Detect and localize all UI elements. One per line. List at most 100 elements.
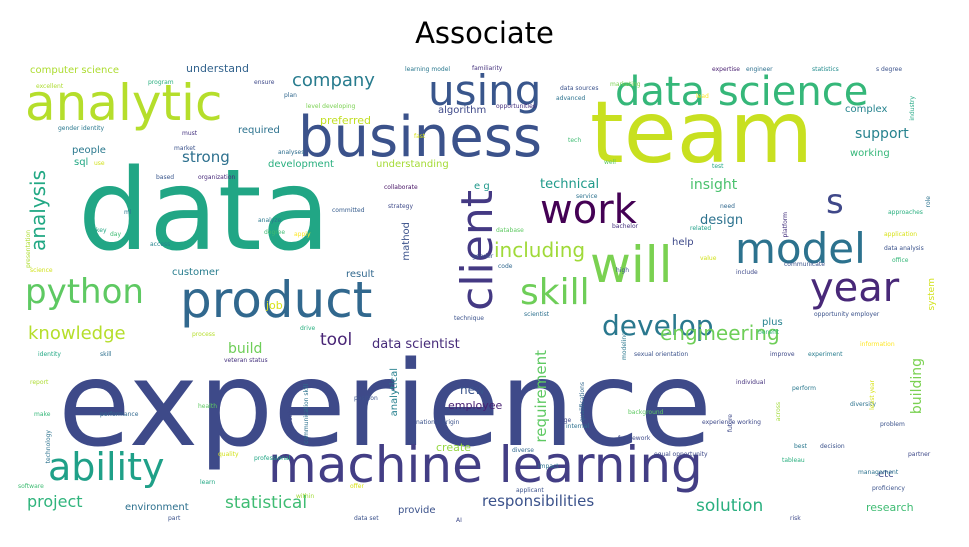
word-ability: ability (48, 445, 165, 489)
word-etc: etc (878, 469, 894, 480)
word-learning-model: learning model (405, 66, 451, 73)
word-statistics: statistics (812, 66, 839, 73)
word-best: best (794, 443, 807, 450)
word-include: include (736, 269, 758, 276)
word-least-year: least year (869, 380, 876, 410)
word-plan: plan (284, 92, 297, 99)
word-presentation: presentation (25, 230, 32, 268)
word-problem: problem (880, 421, 905, 428)
word-ml: ml (124, 209, 132, 216)
word-build: build (228, 341, 263, 357)
word-science: science (30, 267, 53, 274)
word-research: research (866, 501, 914, 514)
word-requirement: requirement (532, 350, 550, 443)
word-excellent: excellent (36, 83, 64, 90)
word-technique: technique (454, 315, 484, 322)
word-code: code (498, 263, 513, 270)
word-perform: perform (792, 385, 816, 392)
word-position: position (354, 395, 378, 402)
word-design: design (700, 213, 744, 228)
word-tableau: tableau (782, 457, 805, 464)
word-day: day (110, 231, 122, 238)
word-learn: learn (200, 479, 216, 486)
word-result: result (346, 269, 375, 280)
word-expertise: expertise (712, 66, 740, 73)
word-apply: apply (294, 231, 311, 238)
word-organization: organization (198, 174, 236, 181)
word-sexual-orientation: sexual orientation (634, 351, 689, 358)
word-approaches: approaches (888, 209, 923, 216)
word-drive: drive (300, 325, 316, 332)
word-experiment: experiment (808, 351, 843, 358)
word-platform: platform (782, 212, 789, 238)
word-committed: committed (332, 207, 365, 214)
word-team: team (590, 83, 814, 183)
word-health: health (198, 403, 217, 410)
word-e-g: e g (474, 181, 490, 192)
word-computer-science: computer science (30, 65, 120, 76)
word-performance: performance (100, 411, 139, 418)
word-statistical: statistical (225, 493, 308, 513)
word-development: development (268, 159, 334, 170)
word-environment: environment (125, 502, 189, 513)
word-gender-identity: gender identity (58, 125, 105, 132)
word-data-set: data set (354, 515, 379, 522)
word-strong: strong (182, 148, 230, 166)
word-service: service (576, 193, 598, 200)
word-tool: tool (320, 330, 353, 350)
word-fast: fast (414, 133, 426, 140)
word-background: background (628, 409, 664, 416)
word-national-origin: national origin (416, 419, 460, 426)
word-diverse: diverse (512, 447, 535, 454)
word-system: system (927, 278, 937, 311)
word-communication-skill: communication skill (303, 384, 310, 444)
word-internal: internal (566, 423, 590, 430)
word-process: process (192, 331, 216, 338)
word-opportunity-employer: opportunity employer (814, 311, 880, 318)
word-insight: insight (690, 177, 738, 193)
word-new: new (460, 383, 485, 397)
word-strategy: strategy (388, 203, 414, 210)
word-collaborate: collaborate (384, 184, 418, 191)
word-will: will (590, 236, 673, 294)
word-software: software (18, 483, 44, 490)
word-algorithm: algorithm (438, 105, 487, 116)
word-part: part (168, 515, 181, 522)
word-opportunities: opportunities (496, 103, 536, 110)
word-business: business (298, 105, 543, 170)
word-application: application (884, 231, 918, 238)
word-model: model (735, 224, 866, 273)
word-benefit: benefit (758, 329, 780, 336)
word-product: product (180, 271, 373, 329)
word-engineer: engineer (746, 66, 773, 73)
word-level-developing: level developing (306, 103, 356, 110)
word-make: make (34, 411, 51, 418)
word-plus: plus (762, 317, 783, 328)
word-identity: identity (38, 351, 61, 358)
word-qualifications: qualifications (579, 382, 586, 422)
word-across: across (775, 402, 782, 422)
word-within: within (296, 493, 315, 500)
word-experience: experience (58, 335, 713, 473)
word-required: required (238, 125, 280, 136)
word-understanding: understanding (376, 159, 449, 170)
word-need: need (720, 203, 735, 210)
word-machine-learning: machine learning (268, 436, 703, 494)
word-management: management (858, 469, 899, 476)
word-data-analysis: data analysis (884, 245, 924, 252)
word-industry: industry (909, 96, 916, 121)
word-responsibilities: responsibilities (482, 492, 595, 510)
word-risk: risk (790, 515, 801, 522)
word-employee: employee (448, 399, 503, 412)
word-project: project (27, 492, 83, 511)
word-lead: lead (696, 93, 709, 100)
word-s: s (826, 182, 844, 222)
word-communicate: communicate (784, 261, 825, 268)
word-customer: customer (172, 267, 220, 278)
word-sql: sql (74, 157, 89, 168)
word-related: related (690, 225, 712, 232)
word-engineering: engineering (660, 321, 780, 345)
word-bachelor: bachelor (612, 223, 639, 230)
word-role: role (925, 196, 932, 208)
